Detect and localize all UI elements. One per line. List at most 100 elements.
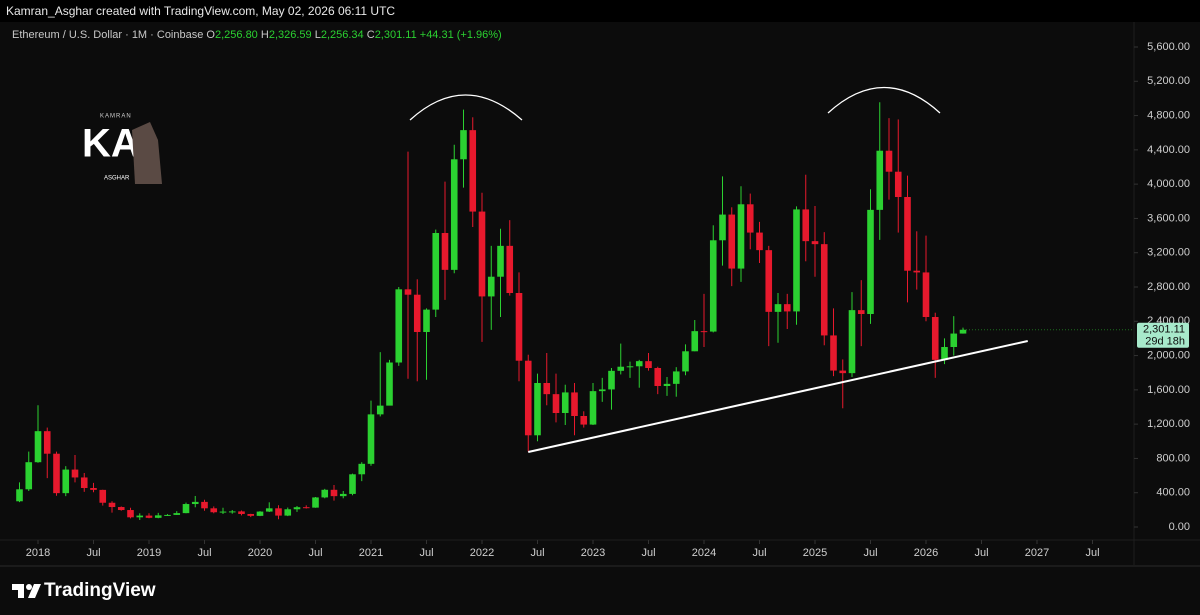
candle bbox=[386, 359, 393, 406]
body bbox=[367, 414, 375, 464]
symbol: Ethereum / U.S. Dollar · 1M · Coinbase bbox=[12, 29, 204, 41]
candle bbox=[626, 361, 634, 378]
body bbox=[783, 304, 791, 312]
candle bbox=[922, 235, 930, 322]
body bbox=[71, 469, 79, 478]
y-tick-label: 3,600.00 bbox=[1147, 212, 1190, 224]
candle bbox=[339, 491, 347, 499]
body bbox=[682, 351, 689, 372]
x-tick-label: Jul bbox=[530, 547, 544, 559]
body bbox=[16, 489, 23, 502]
y-tick-label: 5,200.00 bbox=[1147, 75, 1190, 87]
y-tick-label: 2,000.00 bbox=[1147, 349, 1190, 361]
body bbox=[700, 331, 708, 333]
body bbox=[561, 392, 569, 413]
candle bbox=[80, 473, 88, 492]
body bbox=[904, 197, 911, 271]
body bbox=[404, 289, 412, 295]
ohlc-value: 2,301.11 bbox=[374, 29, 417, 41]
body bbox=[922, 272, 930, 317]
candle bbox=[349, 473, 356, 496]
candle bbox=[765, 245, 773, 347]
body bbox=[330, 489, 338, 497]
candle bbox=[506, 220, 514, 296]
body bbox=[709, 240, 717, 332]
x-tick-label: Jul bbox=[308, 547, 322, 559]
candle bbox=[904, 175, 911, 303]
body bbox=[506, 245, 514, 293]
candle bbox=[839, 359, 847, 409]
x-tick-label: Jul bbox=[1085, 547, 1099, 559]
logo-big: KA bbox=[82, 122, 140, 166]
logo-bottom: ASGHAR bbox=[104, 176, 130, 182]
body bbox=[284, 509, 292, 516]
candle bbox=[571, 383, 578, 436]
candle bbox=[164, 514, 171, 517]
ohlc-value: 2,326.59 bbox=[268, 29, 312, 41]
body bbox=[793, 209, 800, 312]
y-tick-label: 800.00 bbox=[1156, 452, 1190, 464]
body bbox=[894, 171, 902, 197]
candle bbox=[913, 231, 921, 290]
candle bbox=[552, 373, 560, 423]
body bbox=[275, 508, 282, 516]
body bbox=[210, 508, 218, 513]
candle bbox=[302, 505, 310, 509]
x-tick-label: 2023 bbox=[581, 547, 605, 559]
candle bbox=[617, 343, 625, 375]
legend: Ethereum / U.S. Dollar · 1M · Coinbase O… bbox=[12, 29, 502, 41]
body bbox=[376, 405, 384, 415]
body bbox=[820, 244, 828, 336]
candle bbox=[700, 293, 708, 347]
body bbox=[672, 371, 680, 384]
body bbox=[552, 394, 560, 413]
change: +44.31 (+1.96%) bbox=[419, 29, 502, 41]
candle bbox=[811, 206, 819, 277]
logo: KAMRAN KA ASGHAR bbox=[82, 114, 162, 184]
candle bbox=[719, 176, 726, 266]
candle bbox=[441, 181, 449, 300]
body bbox=[534, 383, 541, 436]
candle bbox=[654, 366, 662, 395]
candle bbox=[885, 118, 893, 200]
candle bbox=[950, 316, 958, 356]
body bbox=[885, 150, 893, 172]
candle bbox=[265, 502, 273, 512]
candle bbox=[931, 312, 939, 378]
candle bbox=[201, 499, 208, 511]
candle bbox=[645, 353, 652, 371]
candle bbox=[228, 510, 236, 514]
x-tick-label: Jul bbox=[863, 547, 877, 559]
body bbox=[691, 331, 699, 352]
body bbox=[598, 389, 606, 392]
candle bbox=[876, 102, 884, 240]
candle bbox=[534, 373, 541, 442]
candle bbox=[450, 144, 458, 274]
y-tick-label: 1,600.00 bbox=[1147, 384, 1190, 396]
body bbox=[228, 511, 236, 513]
ohlc-key: H bbox=[260, 29, 269, 41]
candle bbox=[857, 280, 865, 347]
x-tick-label: 2025 bbox=[803, 547, 827, 559]
body bbox=[497, 245, 504, 277]
y-tick-label: 2,800.00 bbox=[1147, 281, 1190, 293]
background bbox=[0, 22, 1200, 615]
ohlc-key: O bbox=[206, 29, 215, 41]
candle bbox=[99, 489, 107, 506]
x-tick-label: 2026 bbox=[914, 547, 938, 559]
x-tick-label: Jul bbox=[641, 547, 655, 559]
x-tick-label: 2024 bbox=[692, 547, 716, 559]
x-tick-label: 2018 bbox=[26, 547, 50, 559]
candle bbox=[432, 229, 440, 317]
candle bbox=[404, 151, 412, 379]
candle bbox=[561, 384, 569, 425]
body bbox=[728, 214, 736, 269]
body bbox=[876, 150, 884, 210]
candle bbox=[117, 506, 125, 511]
body bbox=[626, 366, 634, 368]
body bbox=[201, 501, 208, 509]
body bbox=[811, 241, 819, 245]
candle bbox=[737, 186, 745, 282]
body bbox=[617, 366, 625, 371]
candle bbox=[746, 193, 754, 250]
